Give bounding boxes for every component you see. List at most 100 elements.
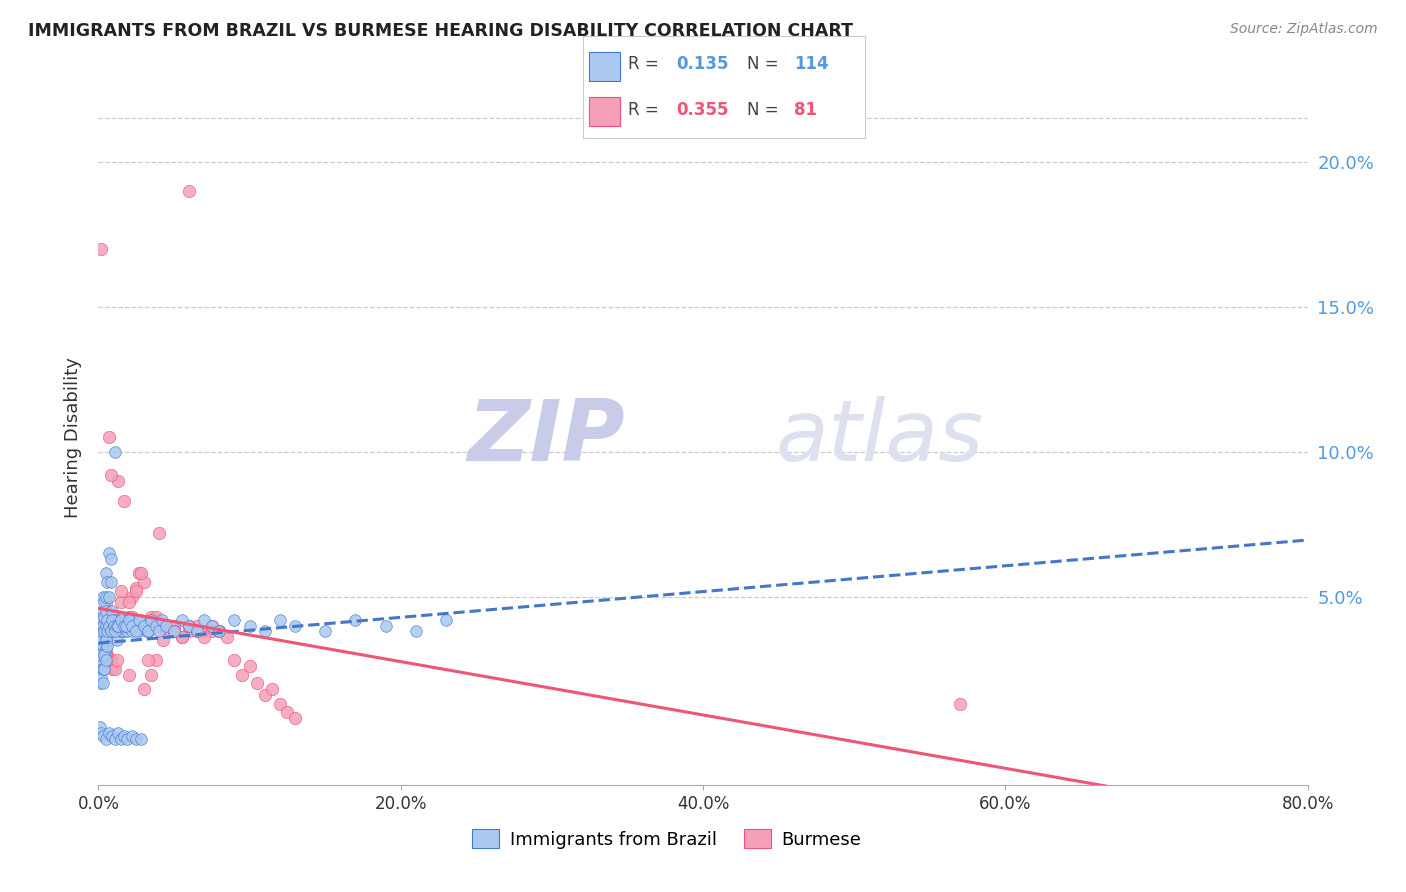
Point — [91, 729, 114, 743]
Point — [118, 667, 141, 681]
Point — [405, 624, 427, 639]
Point — [122, 613, 145, 627]
Point — [118, 613, 141, 627]
Point — [94, 648, 117, 662]
Point — [93, 639, 115, 653]
Point — [114, 618, 136, 632]
Point — [121, 618, 143, 632]
Point — [90, 726, 112, 740]
Point — [101, 613, 124, 627]
Point — [107, 618, 129, 632]
Point — [112, 624, 135, 639]
Point — [90, 641, 112, 656]
Text: 0.135: 0.135 — [676, 55, 728, 73]
Point — [103, 610, 125, 624]
Point — [90, 648, 112, 662]
Point — [170, 630, 193, 644]
Point — [141, 613, 163, 627]
Point — [90, 671, 112, 685]
Point — [155, 624, 177, 639]
Point — [246, 676, 269, 690]
Point — [125, 731, 148, 746]
Point — [118, 610, 141, 624]
Point — [239, 618, 262, 632]
Point — [90, 624, 112, 639]
Point — [93, 595, 115, 609]
Point — [101, 604, 124, 618]
Point — [125, 618, 148, 632]
Point — [91, 618, 114, 632]
Point — [94, 610, 117, 624]
Point — [111, 624, 134, 639]
Point — [96, 624, 118, 639]
Point — [93, 662, 115, 676]
Point — [141, 667, 163, 681]
Point — [94, 633, 117, 648]
Point — [145, 653, 167, 667]
Point — [128, 613, 150, 627]
Point — [89, 720, 111, 734]
Point — [91, 653, 114, 667]
Point — [91, 662, 114, 676]
Point — [93, 648, 115, 662]
Legend: Immigrants from Brazil, Burmese: Immigrants from Brazil, Burmese — [464, 822, 869, 856]
Point — [90, 610, 112, 624]
Point — [128, 624, 150, 639]
Point — [107, 618, 129, 632]
Text: ZIP: ZIP — [467, 395, 624, 479]
Point — [104, 662, 127, 676]
Point — [262, 682, 284, 697]
Y-axis label: Hearing Disability: Hearing Disability — [63, 357, 82, 517]
Point — [112, 618, 135, 632]
Point — [94, 641, 117, 656]
Point — [434, 613, 457, 627]
Point — [135, 624, 157, 639]
Point — [100, 574, 122, 589]
Point — [103, 618, 125, 632]
Point — [91, 613, 114, 627]
Point — [186, 618, 208, 632]
Point — [96, 639, 118, 653]
Point — [115, 624, 138, 639]
Point — [98, 624, 121, 639]
Point — [145, 618, 167, 632]
Point — [125, 581, 148, 595]
Point — [105, 633, 128, 648]
Point — [253, 624, 276, 639]
Point — [155, 624, 177, 639]
Point — [94, 653, 117, 667]
Point — [91, 653, 114, 667]
Point — [208, 624, 231, 639]
Point — [208, 624, 231, 639]
Point — [121, 610, 143, 624]
Point — [91, 676, 114, 690]
Point — [208, 624, 231, 639]
Point — [132, 618, 155, 632]
Point — [118, 613, 141, 627]
Text: N =: N = — [747, 55, 783, 73]
Point — [179, 184, 201, 198]
Point — [224, 613, 246, 627]
Point — [105, 618, 128, 632]
Point — [148, 624, 170, 639]
Point — [132, 682, 155, 697]
Text: R =: R = — [628, 55, 665, 73]
Point — [94, 604, 117, 618]
Point — [115, 731, 138, 746]
Point — [374, 618, 396, 632]
Point — [91, 633, 114, 648]
Text: N =: N = — [747, 101, 783, 119]
Point — [107, 726, 129, 740]
Point — [98, 726, 121, 740]
Point — [148, 525, 170, 540]
Point — [120, 618, 142, 632]
Point — [89, 648, 111, 662]
Bar — [589, 97, 620, 126]
Point — [148, 618, 170, 632]
Text: 0.355: 0.355 — [676, 101, 728, 119]
Point — [110, 583, 132, 598]
Point — [193, 630, 215, 644]
Point — [93, 648, 115, 662]
Text: atlas: atlas — [776, 395, 984, 479]
Point — [89, 653, 111, 667]
